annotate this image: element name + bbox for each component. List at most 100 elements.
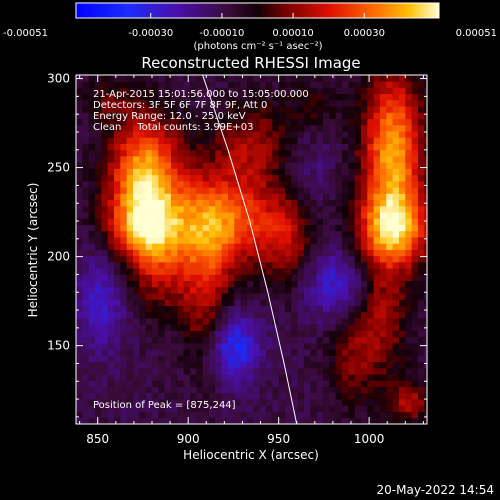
heatmap-cell (120, 367, 128, 375)
heatmap-cell (177, 162, 185, 169)
heatmap-cell (392, 374, 400, 381)
heatmap-cell (158, 118, 166, 126)
heatmap-cell (259, 355, 267, 363)
heatmap-cell (259, 180, 267, 188)
heatmap-cell (240, 205, 248, 213)
heatmap-cell (253, 143, 261, 151)
heatmap-cell (208, 124, 216, 132)
heatmap-cell (164, 205, 172, 213)
heatmap-cell (360, 224, 368, 232)
heatmap-cell (373, 280, 381, 288)
heatmap-cell (221, 224, 229, 232)
heatmap-cell (291, 324, 299, 331)
heatmap-cell (145, 367, 153, 375)
heatmap-cell (297, 330, 305, 338)
heatmap-cell (417, 99, 425, 107)
heatmap-cell (189, 399, 197, 406)
heatmap-cell (329, 380, 337, 388)
heatmap-cell (373, 106, 381, 113)
heatmap-cell (367, 193, 375, 201)
heatmap-cell (367, 143, 375, 151)
heatmap-cell (183, 237, 191, 244)
heatmap-cell (265, 261, 273, 269)
heatmap-cell (272, 168, 280, 176)
heatmap-cell (322, 392, 330, 400)
heatmap-cell (76, 224, 83, 232)
heatmap-cell (234, 75, 242, 82)
heatmap-cell (360, 330, 368, 338)
heatmap-cell (107, 230, 115, 238)
heatmap-cell (310, 224, 318, 232)
heatmap-cell (139, 249, 147, 257)
heatmap-cell (183, 405, 191, 412)
heatmap-cell (341, 261, 349, 269)
heatmap-cell (101, 106, 109, 113)
heatmap-cell (291, 230, 299, 238)
heatmap-cell (424, 355, 427, 363)
heatmap-cell (227, 374, 235, 381)
heatmap-cell (341, 218, 349, 225)
heatmap-cell (316, 249, 324, 257)
heatmap-cell (189, 367, 197, 375)
heatmap-cell (240, 112, 248, 120)
heatmap-cell (341, 156, 349, 163)
heatmap-cell (164, 112, 172, 120)
heatmap-cell (335, 118, 343, 126)
heatmap-cell (398, 180, 406, 188)
heatmap-cell (139, 230, 147, 238)
heatmap-cell (335, 93, 343, 101)
heatmap-cell (189, 205, 197, 213)
heatmap-cell (227, 187, 235, 194)
heatmap-cell (183, 399, 191, 406)
heatmap-cell (177, 237, 185, 244)
heatmap-cell (107, 349, 115, 356)
heatmap-cell (113, 405, 121, 412)
heatmap-cell (132, 174, 140, 182)
heatmap-cell (335, 399, 343, 406)
heatmap-cell (386, 112, 394, 120)
heatmap-cell (278, 293, 286, 300)
heatmap-cell (202, 249, 210, 257)
heatmap-cell (240, 392, 248, 400)
heatmap-cell (367, 162, 375, 169)
heatmap-cell (234, 255, 242, 263)
heatmap-cell (208, 293, 216, 300)
heatmap-cell (417, 286, 425, 294)
heatmap-cell (310, 75, 318, 82)
heatmap-cell (196, 99, 204, 107)
heatmap-cell (164, 212, 172, 219)
heatmap-cell (316, 162, 324, 169)
heatmap-cell (316, 330, 324, 338)
heatmap-cell (234, 168, 242, 176)
heatmap-cell (227, 93, 235, 101)
heatmap-cell (341, 118, 349, 126)
heatmap-cell (310, 187, 318, 194)
heatmap-cell (310, 324, 318, 331)
heatmap-cell (379, 81, 387, 88)
heatmap-cell (341, 106, 349, 113)
heatmap-cell (291, 399, 299, 406)
heatmap-cell (303, 230, 311, 238)
heatmap-cell (360, 274, 368, 282)
heatmap-cell (208, 106, 216, 113)
heatmap-cell (310, 417, 318, 424)
heatmap-cell (278, 131, 286, 138)
heatmap-cell (113, 324, 121, 331)
heatmap-cell (76, 318, 83, 325)
heatmap-cell (240, 137, 248, 144)
heatmap-cell (316, 237, 324, 244)
heatmap-cell (284, 199, 292, 207)
heatmap-cell (367, 212, 375, 219)
heatmap-cell (227, 318, 235, 325)
heatmap-cell (126, 93, 134, 101)
heatmap-cell (196, 255, 204, 263)
heatmap-cell (278, 180, 286, 188)
heatmap-cell (196, 274, 204, 282)
heatmap-cell (95, 249, 102, 257)
heatmap-cell (101, 124, 109, 132)
heatmap-cell (145, 137, 153, 144)
heatmap-cell (316, 180, 324, 188)
heatmap-cell (139, 168, 147, 176)
heatmap-cell (202, 168, 210, 176)
heatmap-cell (310, 342, 318, 350)
